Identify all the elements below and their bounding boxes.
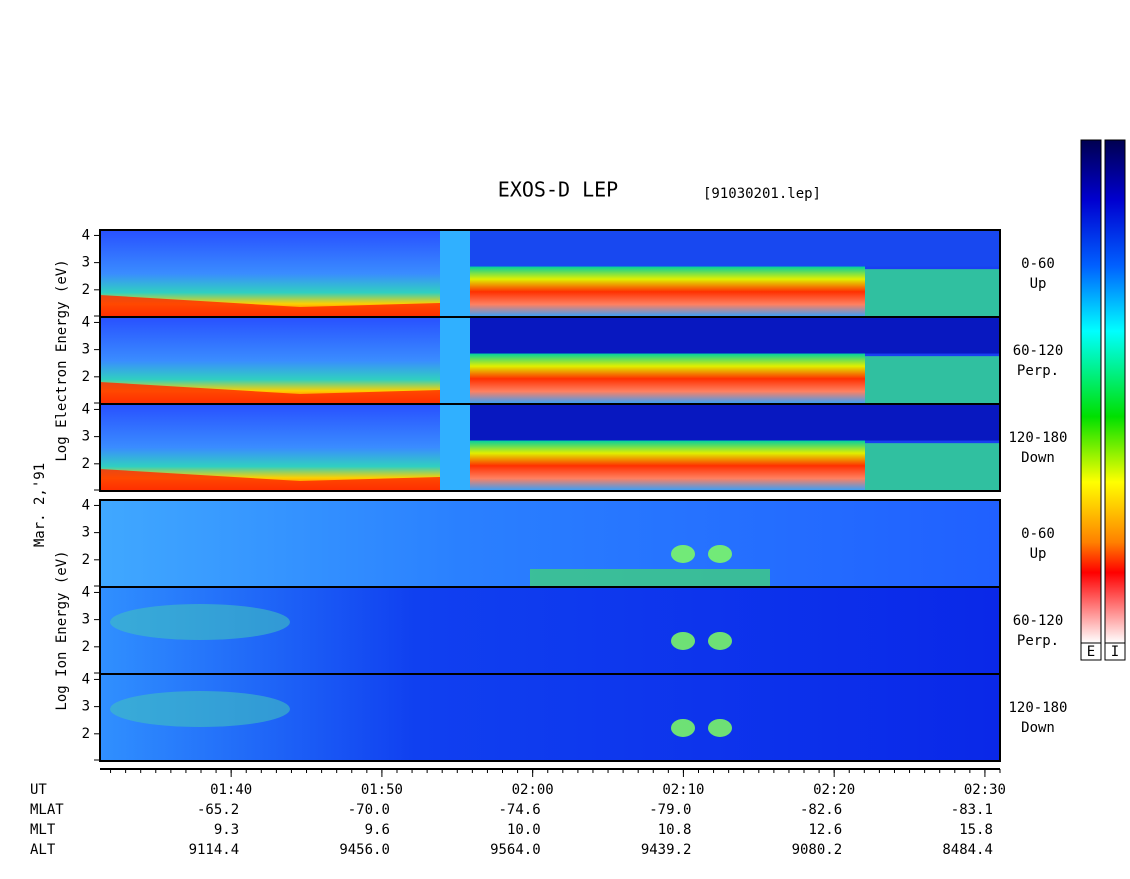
spectrogram (865, 269, 1000, 317)
panel-angle: 120-180 (1008, 700, 1067, 716)
spectrogram (865, 356, 1000, 404)
y-tick-label: 2 (82, 639, 90, 655)
ephemeris-value: 9.6 (365, 822, 390, 838)
y-tick-label: 4 (82, 671, 90, 687)
panel-angle: 60-120 (1013, 613, 1064, 629)
spectrogram (470, 317, 1000, 354)
ephemeris-value: -79.0 (649, 802, 691, 818)
x-tick-label: 02:00 (512, 782, 554, 798)
spectrogram (100, 382, 440, 404)
spectrogram (530, 569, 770, 587)
y-tick-label: 4 (82, 401, 90, 417)
ephemeris-value: 8484.4 (942, 842, 993, 858)
y-tick-label: 4 (82, 227, 90, 243)
spectrogram (470, 266, 865, 317)
y-tick-label: 2 (82, 456, 90, 472)
y-tick-label: 2 (82, 552, 90, 568)
ephemeris-value: 15.8 (959, 822, 993, 838)
panel-angle: 0-60 (1021, 256, 1055, 272)
ephemeris-value: 10.8 (658, 822, 692, 838)
row-name: MLT (30, 822, 56, 838)
panel-direction: Down (1021, 450, 1055, 466)
spectrogram (440, 404, 470, 491)
spectrogram (708, 544, 732, 563)
group-label: Log Ion Energy (eV) (54, 550, 70, 710)
file-name: [91030201.lep] (703, 186, 821, 202)
ephemeris-value: 12.6 (808, 822, 842, 838)
ephemeris-value: 9.3 (214, 822, 239, 838)
y-tick-label: 3 (82, 342, 90, 358)
y-tick-label: 3 (82, 699, 90, 715)
panel-direction: Up (1030, 276, 1047, 292)
ephemeris-value: -83.1 (951, 802, 993, 818)
spectrogram (671, 544, 695, 563)
y-tick-label: 3 (82, 429, 90, 445)
panel-direction: Up (1030, 546, 1047, 562)
x-tick-label: 02:10 (662, 782, 704, 798)
y-tick-label: 2 (82, 726, 90, 742)
y-tick-label: 4 (82, 497, 90, 513)
ephemeris-value: 9439.2 (641, 842, 692, 858)
spectrogram (100, 469, 440, 491)
row-name: ALT (30, 842, 56, 858)
spectrogram (110, 691, 290, 727)
ephemeris-value: 9080.2 (792, 842, 843, 858)
y-tick-label: 3 (82, 525, 90, 541)
x-tick-label: 01:40 (210, 782, 252, 798)
x-tick-label: 02:20 (813, 782, 855, 798)
spectrogram (671, 631, 695, 650)
group-frame (99, 229, 1001, 492)
ephemeris-value: 9114.4 (189, 842, 240, 858)
colorbar-label-box (1080, 642, 1102, 661)
y-tick-label: 4 (82, 584, 90, 600)
spectrogram (708, 718, 732, 737)
panel-angle: 60-120 (1013, 343, 1064, 359)
panel-direction: Down (1021, 720, 1055, 736)
row-name: UT (30, 782, 47, 798)
spectrogram (100, 295, 440, 317)
spectrogram (470, 353, 865, 404)
panel-direction: Perp. (1017, 363, 1059, 379)
ephemeris-value: -74.6 (499, 802, 541, 818)
panel-angle: 120-180 (1008, 430, 1067, 446)
group-label: Log Electron Energy (eV) (54, 259, 70, 461)
ephemeris-value: 9564.0 (490, 842, 541, 858)
row-name: MLAT (30, 802, 64, 818)
title: EXOS-D LEP (498, 178, 618, 202)
ephemeris-value: 9456.0 (339, 842, 390, 858)
y-tick-label: 3 (82, 612, 90, 628)
y-tick-label: 2 (82, 282, 90, 298)
date: Mar. 2,'91 (32, 463, 48, 547)
spectrogram (865, 443, 1000, 491)
group-frame (99, 499, 1001, 762)
spectrogram (470, 440, 865, 491)
spectrogram (440, 317, 470, 404)
ephemeris-value: 10.0 (507, 822, 541, 838)
spectrogram (110, 604, 290, 640)
colorbar (1104, 139, 1126, 644)
x-tick-label: 02:30 (964, 782, 1006, 798)
plot-layer: EXOS-D LEP [91030201.lep] Mar. 2,'91 Log El… (30, 139, 1126, 858)
y-tick-label: 2 (82, 369, 90, 385)
panel-direction: Perp. (1017, 633, 1059, 649)
colorbar-label: E (1087, 644, 1095, 660)
colorbar-label: I (1111, 644, 1119, 660)
y-tick-label: 3 (82, 255, 90, 271)
y-tick-label: 4 (82, 314, 90, 330)
spectrogram (470, 404, 1000, 441)
panel-angle: 0-60 (1021, 526, 1055, 542)
x-tick-label: 01:50 (361, 782, 403, 798)
spectrogram (708, 631, 732, 650)
colorbar (1080, 139, 1102, 644)
spectrogram (440, 230, 470, 317)
ephemeris-value: -70.0 (348, 802, 390, 818)
spectrogram (671, 718, 695, 737)
spectrogram (470, 230, 1000, 267)
colorbar-label-box (1104, 642, 1126, 661)
ephemeris-value: -65.2 (197, 802, 239, 818)
ephemeris-value: -82.6 (800, 802, 842, 818)
